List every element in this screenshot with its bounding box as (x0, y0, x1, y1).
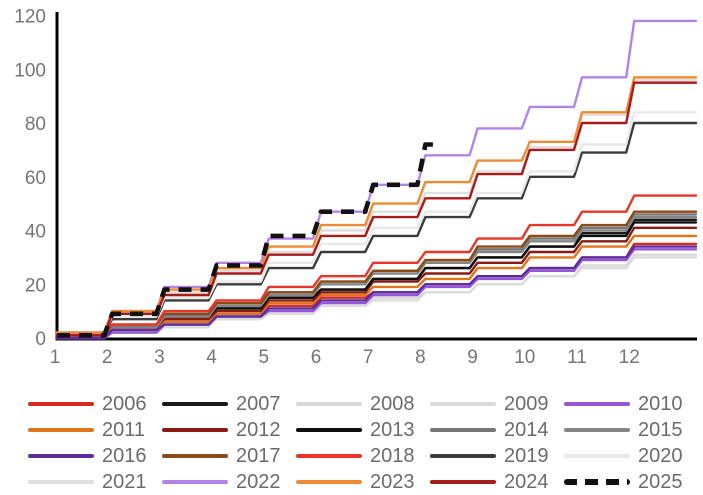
legend-swatch-2023 (296, 480, 362, 484)
legend-swatch-2012 (162, 428, 228, 432)
x-axis-tick-11: 11 (567, 347, 587, 368)
legend-item-2023: 2023 (288, 472, 416, 492)
legend-item-2010: 2010 (556, 394, 684, 414)
legend-swatch-2006 (28, 402, 94, 406)
legend-item-2018: 2018 (288, 446, 416, 466)
legend-label-2011: 2011 (102, 419, 146, 441)
y-axis-tick-40: 40 (25, 222, 46, 243)
y-axis-tick-0: 0 (35, 329, 46, 350)
legend-label-2021: 2021 (102, 471, 147, 493)
chart-legend: 2006 2007 2008 2009 2010 2011 2012 2013 2014 2015… (20, 391, 690, 495)
legend-label-2008: 2008 (370, 393, 415, 415)
legend-label-2006: 2006 (102, 393, 147, 415)
legend-swatch-2008 (296, 402, 362, 406)
legend-swatch-2007 (162, 402, 228, 406)
legend-label-2020: 2020 (638, 445, 683, 467)
legend-item-2007: 2007 (154, 394, 282, 414)
legend-swatch-2011 (28, 428, 94, 432)
legend-label-2024: 2024 (504, 471, 549, 493)
y-axis-tick-60: 60 (25, 168, 46, 189)
series-line-2018 (55, 194, 698, 337)
legend-swatch-2009 (430, 402, 496, 406)
legend-item-2024: 2024 (422, 472, 550, 492)
legend-label-2025: 2025 (638, 471, 683, 493)
legend-swatch-2024 (430, 480, 496, 484)
legend-label-2010: 2010 (638, 393, 683, 415)
y-axis-tick-80: 80 (25, 114, 46, 135)
legend-item-2016: 2016 (20, 446, 148, 466)
legend-label-2015: 2015 (638, 419, 683, 441)
legend-item-2021: 2021 (20, 472, 148, 492)
legend-swatch-2020 (564, 454, 630, 458)
legend-swatch-2017 (162, 454, 228, 458)
series-line-2009 (55, 256, 698, 340)
legend-label-2013: 2013 (370, 419, 415, 441)
legend-item-2012: 2012 (154, 420, 282, 440)
legend-label-2023: 2023 (370, 471, 415, 493)
legend-swatch-2016 (28, 454, 94, 458)
x-axis-tick-2: 2 (102, 347, 113, 368)
legend-swatch-2014 (430, 428, 496, 432)
x-axis-tick-8: 8 (415, 347, 426, 368)
legend-swatch-2013 (296, 428, 362, 432)
legend-label-2018: 2018 (370, 445, 415, 467)
legend-label-2019: 2019 (504, 445, 549, 467)
series-line-2016 (55, 245, 698, 340)
legend-item-2017: 2017 (154, 446, 282, 466)
legend-label-2007: 2007 (236, 393, 281, 415)
legend-label-2016: 2016 (102, 445, 147, 467)
legend-label-2012: 2012 (236, 419, 281, 441)
y-axis-tick-100: 100 (14, 60, 46, 81)
legend-label-2009: 2009 (504, 393, 549, 415)
legend-item-2014: 2014 (422, 420, 550, 440)
y-axis-tick-20: 20 (25, 275, 46, 296)
x-axis-tick-12: 12 (619, 347, 640, 368)
legend-item-2015: 2015 (556, 420, 684, 440)
x-axis-tick-9: 9 (467, 347, 478, 368)
x-axis-tick-6: 6 (311, 347, 322, 368)
legend-label-2017: 2017 (236, 445, 281, 467)
legend-swatch-2018 (296, 454, 362, 458)
legend-item-2022: 2022 (154, 472, 282, 492)
legend-item-2011: 2011 (20, 420, 148, 440)
x-axis-tick-4: 4 (206, 347, 217, 368)
y-axis-tick-120: 120 (14, 7, 46, 28)
legend-item-2006: 2006 (20, 394, 148, 414)
x-axis-tick-5: 5 (259, 347, 270, 368)
legend-label-2022: 2022 (236, 471, 281, 493)
legend-item-2009: 2009 (422, 394, 550, 414)
x-axis-tick-3: 3 (154, 347, 165, 368)
x-axis-tick-7: 7 (363, 347, 374, 368)
series-line-2015 (55, 215, 698, 337)
legend-item-2008: 2008 (288, 394, 416, 414)
legend-swatch-2015 (564, 428, 630, 432)
legend-swatch-2019 (430, 454, 496, 458)
legend-item-2019: 2019 (422, 446, 550, 466)
legend-item-2020: 2020 (556, 446, 684, 466)
series-line-2007 (55, 218, 698, 337)
series-line-2012 (55, 226, 698, 337)
series-line-2011 (55, 234, 698, 337)
series-line-2025 (57, 142, 438, 338)
legend-swatch-2021 (28, 480, 94, 484)
legend-swatch-2025 (564, 479, 630, 485)
legend-label-2014: 2014 (504, 419, 549, 441)
legend-swatch-2022 (162, 480, 228, 484)
legend-swatch-2010 (564, 402, 630, 406)
series-line-2024 (55, 81, 698, 337)
legend-item-2013: 2013 (288, 420, 416, 440)
legend-item-2025: 2025 (556, 472, 684, 492)
x-axis-tick-1: 1 (50, 347, 61, 368)
x-axis-tick-10: 10 (514, 347, 535, 368)
